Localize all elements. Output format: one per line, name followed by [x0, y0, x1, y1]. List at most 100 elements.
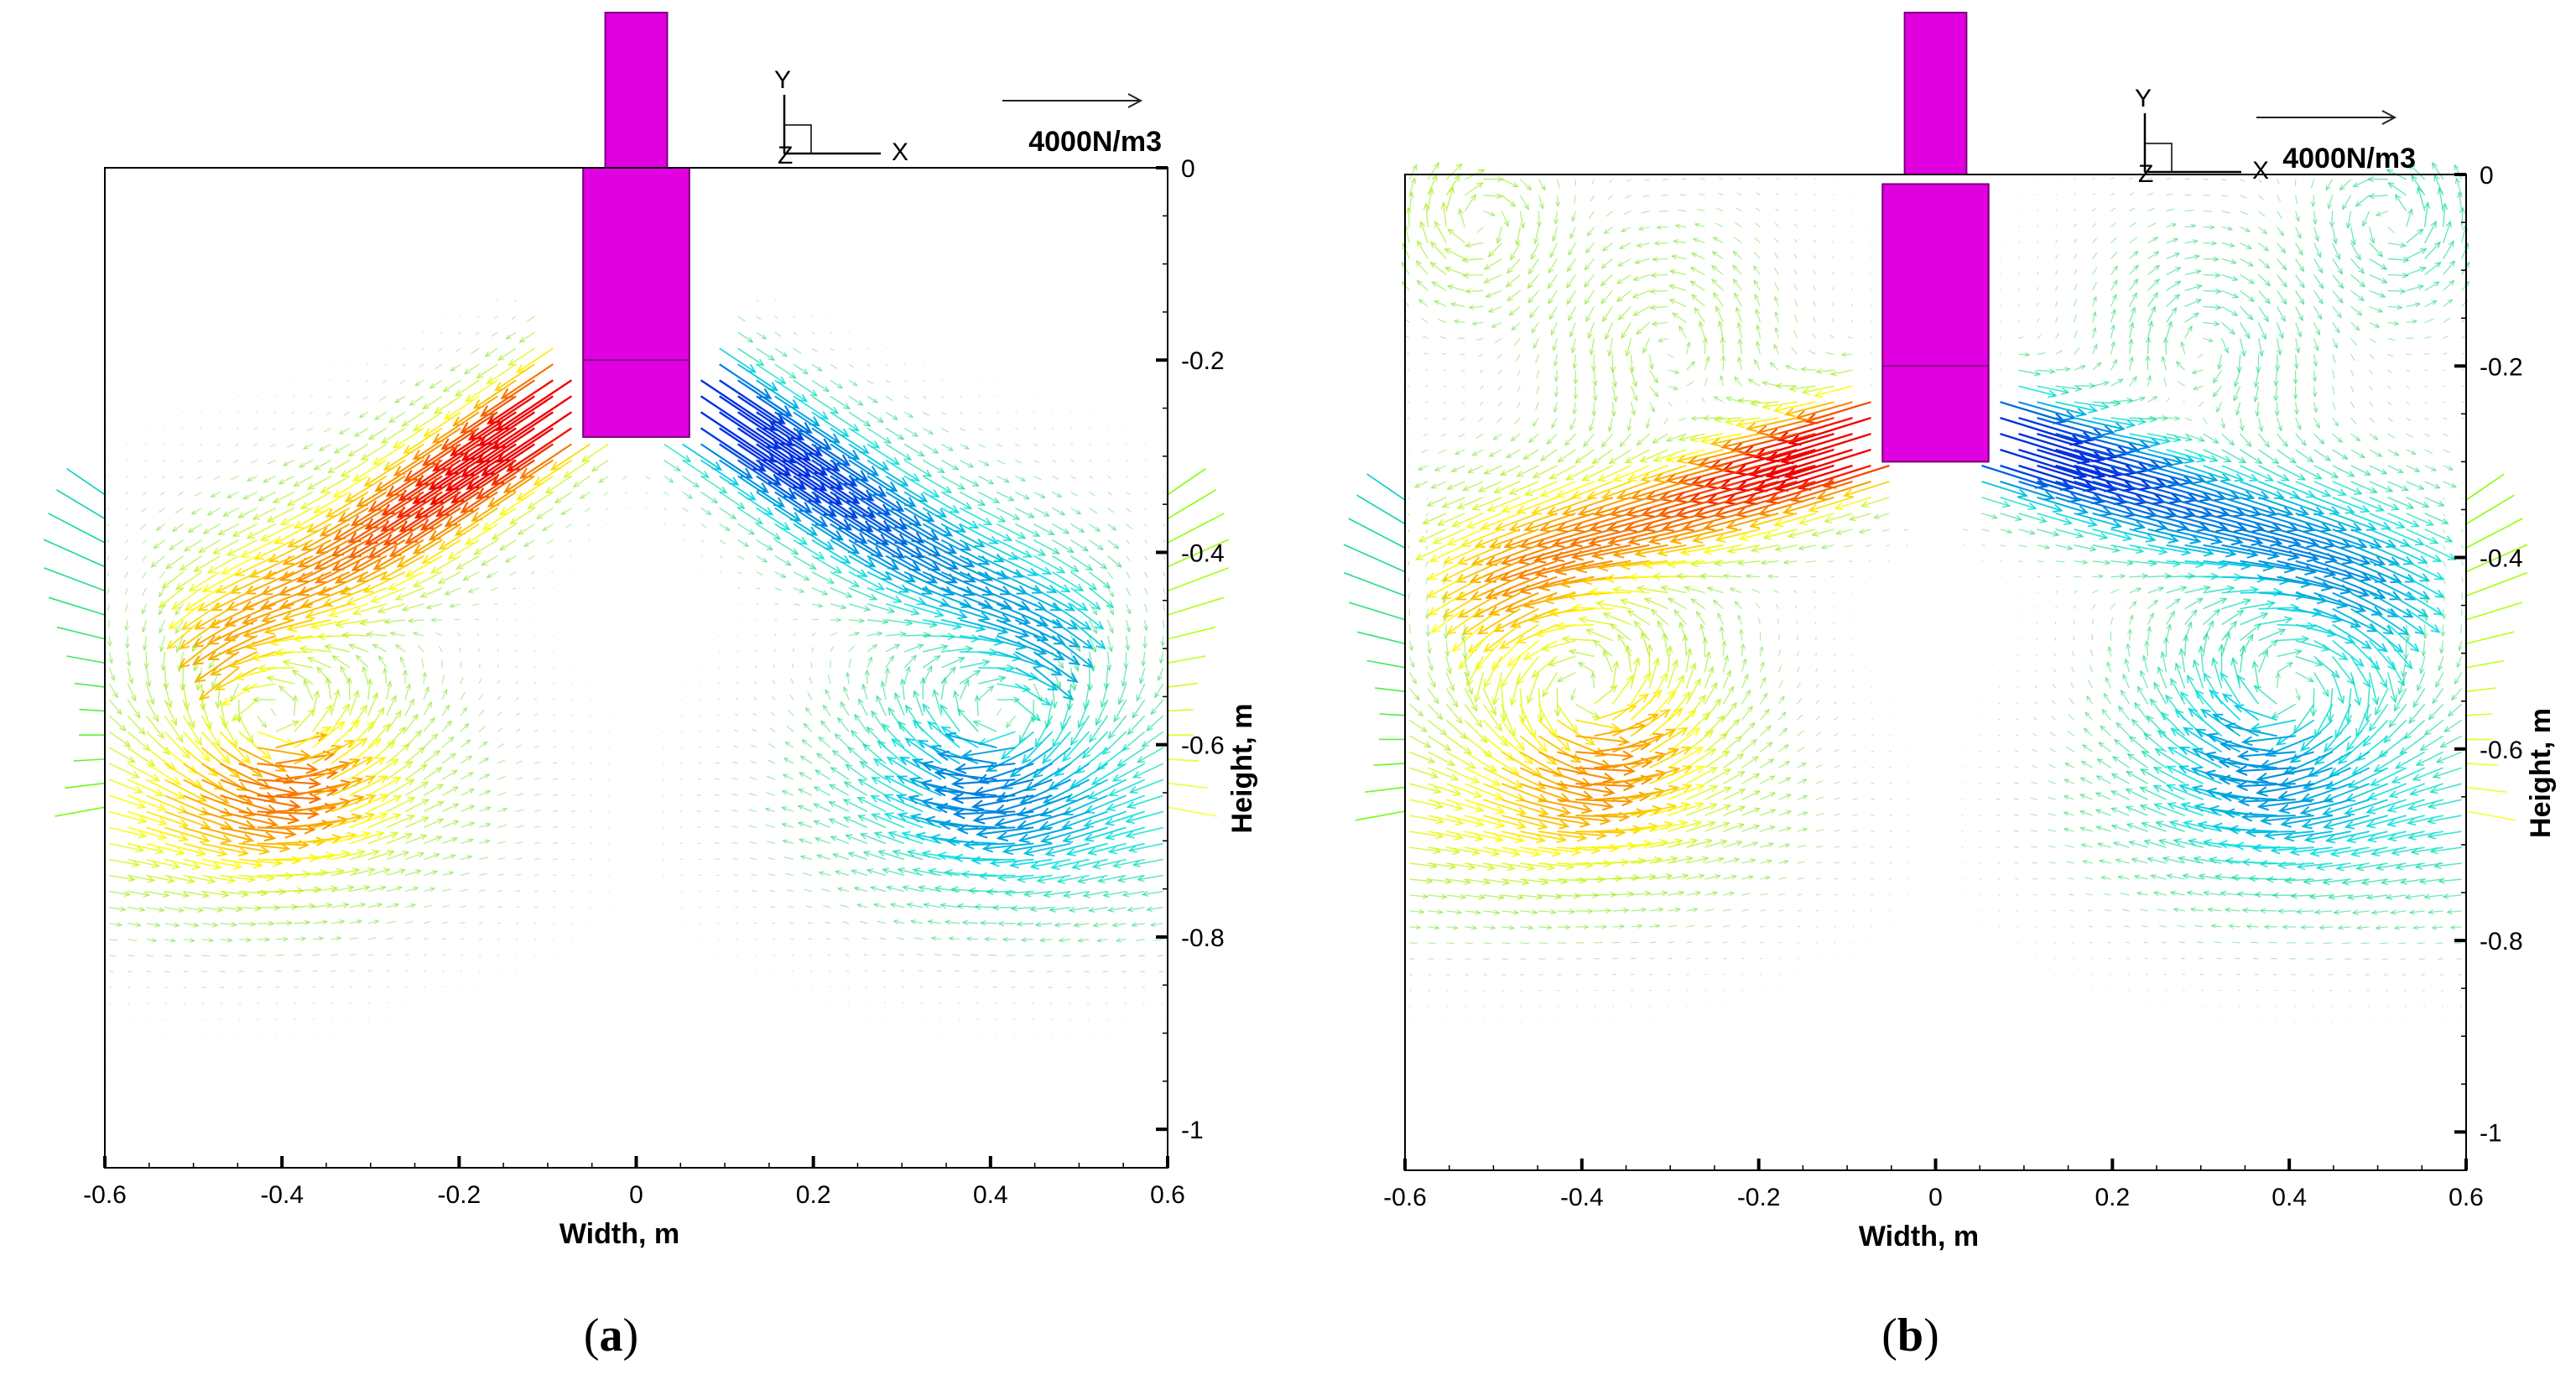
force-vector: [162, 460, 165, 462]
force-vector: [811, 507, 867, 544]
vector-arrowhead: [123, 890, 132, 898]
force-vector: [241, 539, 277, 558]
triad-x-label: X: [892, 138, 908, 166]
vector-arrowhead: [1069, 655, 1081, 666]
vector-arrowhead: [934, 885, 942, 893]
vector-arrowhead: [1113, 543, 1120, 549]
force-vector: [903, 459, 932, 477]
force-vector: [903, 379, 908, 383]
force-vector: [450, 411, 517, 456]
force-vector: [200, 747, 240, 779]
force-vector: [959, 427, 966, 432]
force-vector: [398, 475, 461, 518]
force-vector: [250, 459, 258, 464]
vector-arrowhead: [963, 586, 976, 596]
vector-arrowhead: [892, 849, 901, 857]
vector-arrowhead: [954, 763, 967, 774]
force-vector: [830, 379, 843, 388]
force-vector: [308, 657, 332, 669]
vector-arrowhead: [278, 888, 288, 896]
force-vector: [718, 666, 721, 669]
force-vector: [269, 635, 313, 643]
force-vector: [146, 890, 169, 897]
force-vector: [201, 826, 253, 841]
vector-arrowhead: [919, 779, 933, 790]
vector-arrowhead: [258, 845, 271, 856]
force-vector: [717, 698, 720, 700]
force-vector: [1036, 923, 1053, 926]
vector-arrowhead: [850, 729, 858, 737]
vector-arrowhead: [372, 691, 378, 700]
vector-arrowhead: [130, 695, 137, 702]
force-vector: [974, 779, 1034, 795]
force-vector: [1082, 731, 1109, 758]
vector-arrowhead: [871, 813, 881, 821]
vector-arrowhead: [403, 470, 418, 482]
force-vector: [979, 731, 1016, 745]
force-vector: [1015, 411, 1017, 414]
vector-arrowhead: [325, 902, 333, 909]
force-vector: [515, 649, 518, 653]
vector-arrowhead: [254, 905, 263, 912]
force-vector: [236, 427, 239, 430]
force-vector: [478, 742, 487, 748]
force-vector: [127, 842, 164, 853]
vector-arrowhead: [1094, 620, 1105, 630]
force-vector: [420, 587, 443, 598]
vector-arrowhead: [225, 645, 237, 656]
force-vector: [750, 760, 757, 764]
vector-arrowhead: [351, 607, 362, 616]
vector-arrowhead: [282, 612, 294, 622]
force-vector: [1070, 571, 1097, 591]
vector-arrowhead: [784, 741, 790, 747]
force-vector: [1144, 492, 1147, 495]
force-vector: [216, 683, 221, 708]
vector-arrowhead: [498, 544, 507, 551]
vector-arrowhead: [188, 720, 195, 729]
vector-arrowhead: [193, 565, 202, 572]
vector-arrowhead: [777, 376, 787, 385]
vector-arrowhead: [344, 739, 356, 749]
force-vector: [903, 411, 913, 418]
vector-arrowhead: [236, 716, 242, 723]
force-vector: [830, 491, 891, 532]
vector-arrowhead: [401, 419, 409, 427]
vector-arrowhead: [1066, 672, 1079, 684]
force-vector: [423, 427, 480, 466]
wall-vector: [1167, 708, 1194, 712]
vector-arrowhead: [491, 533, 500, 540]
force-vector: [1001, 731, 1034, 760]
force-vector: [1089, 555, 1107, 570]
force-vector: [876, 695, 887, 716]
force-vector: [200, 427, 202, 430]
force-vector: [220, 874, 255, 881]
vector-arrowhead: [981, 659, 991, 667]
vector-arrowhead: [872, 758, 882, 767]
force-vector: [829, 784, 850, 796]
force-vector: [108, 763, 139, 779]
vector-arrowhead: [421, 781, 429, 789]
force-vector: [857, 797, 887, 813]
force-vector: [934, 954, 942, 956]
force-vector: [423, 717, 435, 732]
vector-arrowhead: [116, 708, 122, 716]
force-vector: [143, 476, 147, 478]
force-vector: [497, 347, 517, 361]
vector-arrowhead: [830, 836, 837, 841]
vector-arrowhead: [1080, 621, 1092, 631]
force-vector: [552, 666, 554, 669]
force-vector: [1012, 906, 1034, 910]
force-vector: [1088, 779, 1127, 799]
vector-arrowhead: [376, 902, 383, 909]
force-vector: [913, 720, 942, 748]
force-vector: [497, 889, 503, 893]
force-vector: [830, 475, 891, 516]
force-vector: [847, 747, 868, 764]
force-vector: [733, 745, 738, 748]
force-vector: [394, 395, 406, 404]
vector-arrowhead: [196, 847, 207, 857]
force-vector: [2018, 178, 2020, 180]
force-vector: [223, 508, 239, 517]
force-vector: [737, 587, 741, 589]
force-vector: [349, 757, 386, 781]
